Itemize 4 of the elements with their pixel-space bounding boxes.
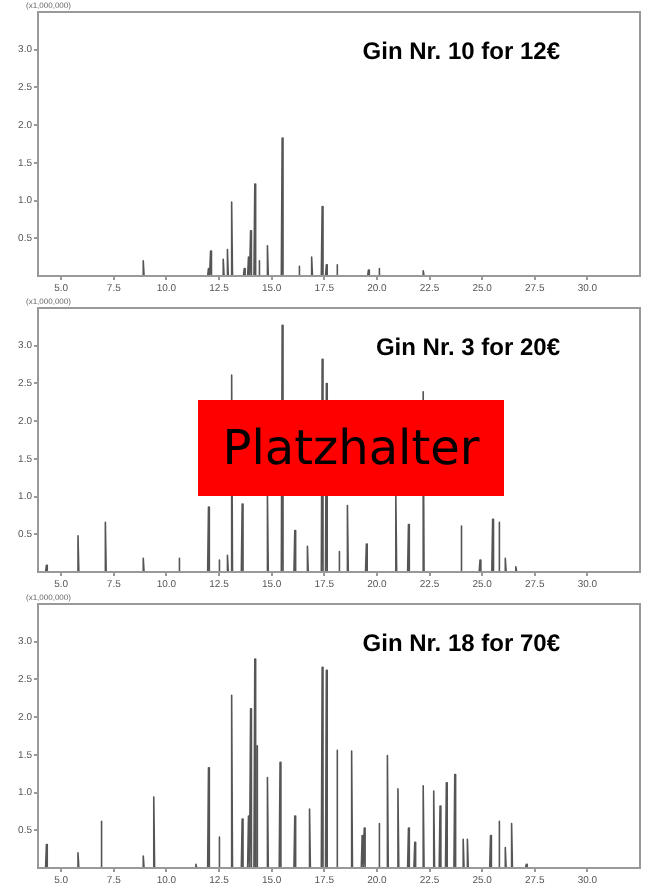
text: Gin Nr. 10 for 12€ [362, 36, 561, 65]
placeholder-box: Platzhalter [197, 400, 505, 496]
text: Gin Nr. 18 for 70€ [362, 628, 561, 657]
text: Gin Nr. 3 for 20€ [375, 332, 561, 361]
